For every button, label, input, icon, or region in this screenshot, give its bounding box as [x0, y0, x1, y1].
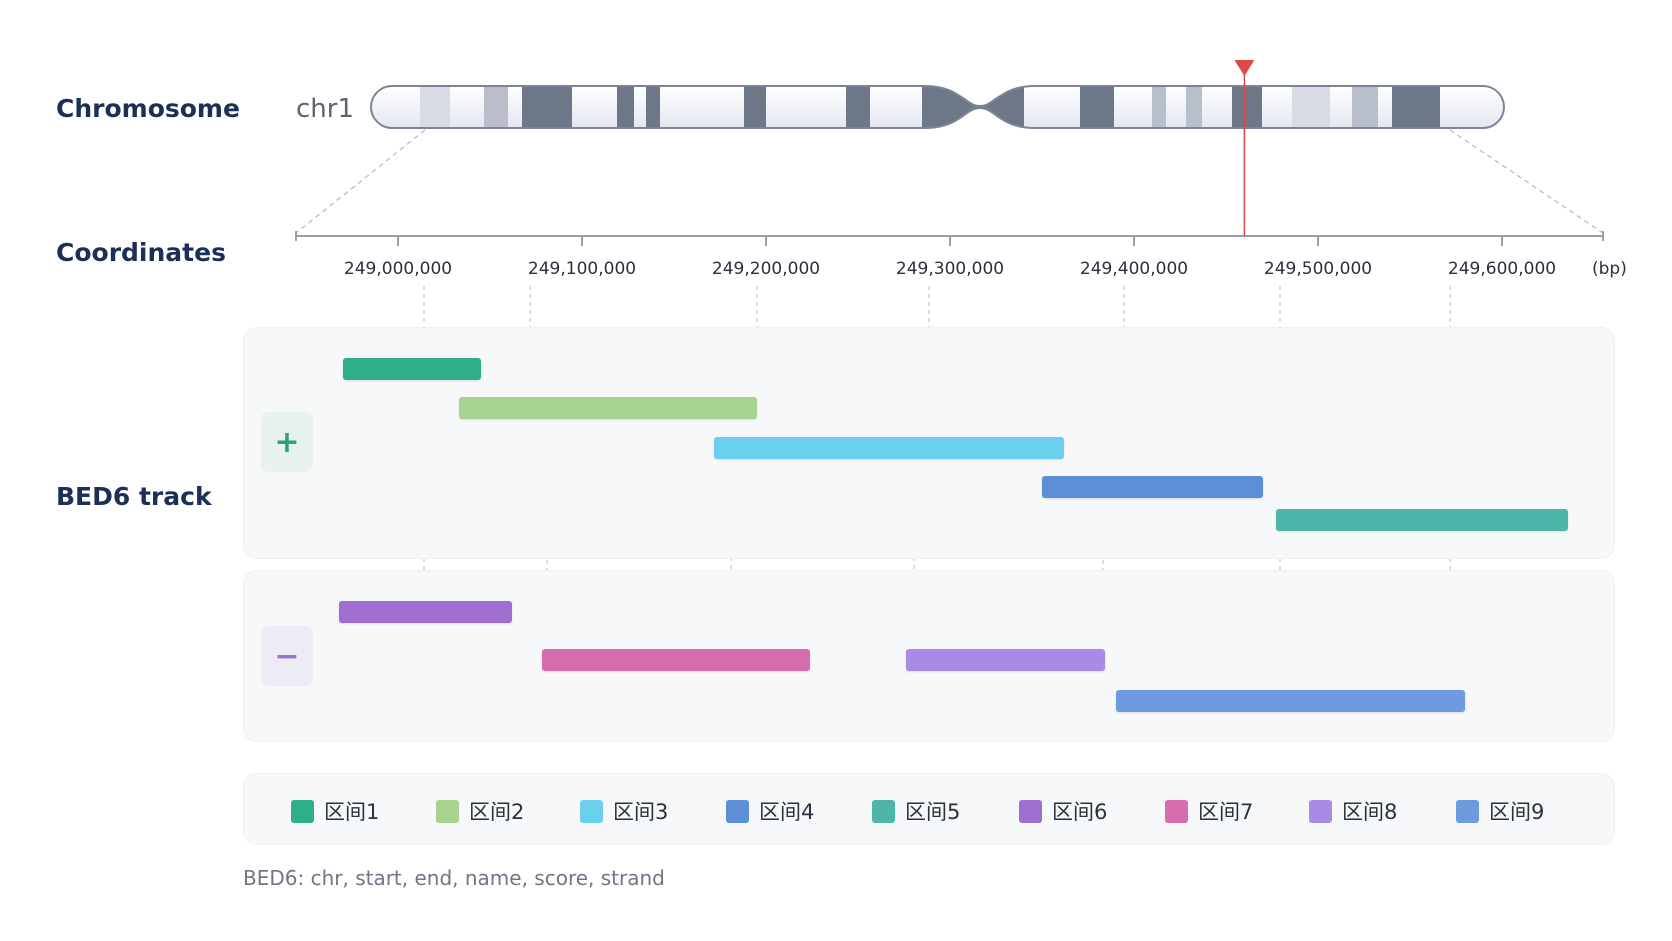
- legend-label: 区间3: [613, 800, 669, 824]
- chromosome-band: [1232, 86, 1262, 128]
- axis-unit-label: (bp): [1592, 259, 1627, 279]
- chromosome-band: [744, 86, 766, 128]
- chromosome-band: [484, 86, 508, 128]
- chromosome-row-label: Chromosome: [56, 94, 240, 123]
- axis-tick-label: 249,500,000: [1264, 259, 1372, 279]
- legend-item: 区间6: [1019, 796, 1107, 826]
- chromosome-band: [1392, 86, 1440, 128]
- zoom-guide-right: [1449, 129, 1604, 234]
- legend-label: 区间1: [324, 800, 380, 824]
- legend-label: 区间8: [1342, 800, 1398, 824]
- legend: [243, 773, 1615, 845]
- chromosome-band: [646, 86, 660, 128]
- chromosome-band: [1292, 86, 1330, 128]
- axis-tick-label: 249,000,000: [344, 259, 452, 279]
- plus-strand-panel: [243, 327, 1615, 559]
- chromosome-band: [420, 86, 450, 128]
- legend-item: 区间2: [436, 796, 524, 826]
- legend-swatch: [1165, 799, 1188, 823]
- legend-item: 区间4: [726, 796, 814, 826]
- chromosome-band: [846, 86, 870, 128]
- legend-swatch: [436, 799, 459, 823]
- legend-swatch: [872, 799, 895, 823]
- legend-label: 区间7: [1198, 800, 1254, 824]
- axis-tick-label: 249,400,000: [1080, 259, 1188, 279]
- axis-tick-label: 249,300,000: [896, 259, 1004, 279]
- legend-label: 区间5: [905, 800, 961, 824]
- minus-strand-icon: −: [261, 626, 313, 686]
- legend-swatch: [1019, 799, 1042, 823]
- legend-swatch: [1456, 799, 1479, 823]
- axis-tick-label: 249,200,000: [712, 259, 820, 279]
- bed6-caption: BED6: chr, start, end, name, score, stra…: [243, 866, 665, 890]
- plus-strand-icon: +: [261, 412, 313, 472]
- legend-item: 区间5: [872, 796, 960, 826]
- chromosome-ideogram: [370, 85, 1505, 129]
- legend-swatch: [726, 799, 749, 823]
- zoom-guide-left: [295, 129, 426, 234]
- coordinates-row-label: Coordinates: [56, 238, 226, 267]
- legend-item: 区间9: [1456, 796, 1544, 826]
- chromosome-band: [1152, 86, 1166, 128]
- legend-swatch: [1309, 799, 1332, 823]
- chromosome-band: [522, 86, 572, 128]
- legend-item: 区间8: [1309, 796, 1397, 826]
- axis-tick-label: 249,100,000: [528, 259, 636, 279]
- legend-label: 区间4: [759, 800, 815, 824]
- chromosome-band: [1080, 86, 1114, 128]
- track-row-label: BED6 track: [56, 482, 212, 511]
- chromosome-bands: [420, 86, 1440, 128]
- chromosome-outline: [370, 85, 1505, 129]
- legend-swatch: [291, 799, 314, 823]
- minus-strand-panel: [243, 570, 1615, 742]
- chromosome-band: [1352, 86, 1378, 128]
- legend-label: 区间9: [1489, 800, 1545, 824]
- legend-label: 区间6: [1052, 800, 1108, 824]
- legend-label: 区间2: [469, 800, 525, 824]
- axis-tick-label: 249,600,000: [1448, 259, 1556, 279]
- chromosome-band: [1186, 86, 1202, 128]
- legend-item: 区间1: [291, 796, 379, 826]
- chromosome-band: [617, 86, 634, 128]
- chromosome-name: chr1: [296, 94, 355, 124]
- legend-item: 区间3: [580, 796, 668, 826]
- legend-item: 区间7: [1165, 796, 1253, 826]
- legend-swatch: [580, 799, 603, 823]
- axis-ticks: 249,000,000 249,100,000 249,200,000 249,300…: [344, 236, 1556, 279]
